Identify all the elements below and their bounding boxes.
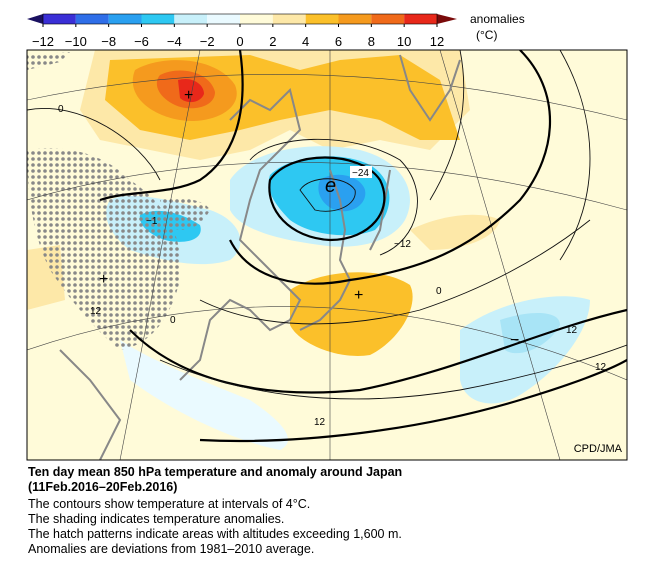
colorbar-tick-label: −8 <box>101 34 116 49</box>
colorbar-tick-label: 8 <box>368 34 375 49</box>
caption-title: Ten day mean 850 hPa temperature and ano… <box>28 465 402 479</box>
map-frame <box>26 49 628 461</box>
colorbar-segment <box>338 14 372 24</box>
colorbar-tick-label: 4 <box>302 34 309 49</box>
coastline <box>179 88 302 381</box>
contour-label: 0 <box>58 104 64 115</box>
contour <box>268 156 386 242</box>
caption-line: The contours show temperature at interva… <box>28 497 310 511</box>
contour <box>129 308 627 394</box>
shade <box>178 78 204 103</box>
marker: + <box>99 271 108 288</box>
colorbar-arrow <box>437 14 457 24</box>
colorbar-tick-label: 10 <box>397 34 411 49</box>
caption-line: The shading indicates temperature anomal… <box>28 512 284 526</box>
caption-line: The hatch patterns indicate areas with a… <box>28 527 402 541</box>
colorbar-segment <box>141 14 175 24</box>
contour-label: 12 <box>90 306 102 317</box>
colorbar-segment <box>75 14 109 24</box>
colorbar-segment <box>305 14 339 24</box>
contour <box>99 50 244 202</box>
colorbar: −12 −10 −8 −6 −4 −2 0 2 4 6 8 10 12 <box>27 13 457 49</box>
hatch <box>160 198 210 230</box>
credit: CPD/JMA <box>574 443 623 455</box>
colorbar-tick-label: −6 <box>134 34 149 49</box>
colorbar-tick-label: −2 <box>200 34 215 49</box>
hatch <box>27 52 70 70</box>
contour <box>199 359 627 443</box>
map: 0 −24 −12 0 12 −1 12 0 12 12 + + + − e C… <box>27 50 627 460</box>
contour-label: −1 <box>146 216 158 227</box>
colorbar-label: anomalies <box>470 12 525 26</box>
coastline <box>59 349 122 460</box>
contour <box>27 50 627 400</box>
contour <box>229 50 552 285</box>
caption-line: Anomalies are deviations from 1981–2010 … <box>28 542 314 556</box>
marker: − <box>510 332 519 349</box>
contour-label: 0 <box>436 286 442 297</box>
colorbar-segment <box>272 14 306 24</box>
colorbar-tick-label: −12 <box>32 34 54 49</box>
coastline <box>399 54 461 122</box>
colorbar-segment <box>108 14 142 24</box>
colorbar-arrow <box>27 14 43 24</box>
marker: + <box>184 87 193 104</box>
colorbar-segment <box>404 14 437 24</box>
contour-label: −24 <box>352 168 369 179</box>
colorbar-segment <box>43 14 76 24</box>
shade <box>120 340 289 450</box>
shade <box>410 214 500 250</box>
contour-label: 12 <box>595 362 607 373</box>
contour-label: 12 <box>314 417 326 428</box>
label-box <box>350 166 372 178</box>
caption-title: (11Feb.2016–20Feb.2016) <box>28 480 177 494</box>
colorbar-tick-label: −4 <box>167 34 182 49</box>
shade <box>290 272 413 356</box>
colorbar-tick-label: −10 <box>65 34 87 49</box>
colorbar-tick-label: 6 <box>335 34 342 49</box>
hatch <box>27 148 181 350</box>
contour-label: −12 <box>394 239 411 250</box>
coastline <box>299 169 352 331</box>
coastline <box>369 169 391 251</box>
colorbar-segment <box>207 14 240 24</box>
contour-label: 0 <box>170 315 176 326</box>
colorbar-tick-label: 12 <box>430 34 444 49</box>
graticule <box>27 50 627 460</box>
low-mark: e <box>325 175 336 197</box>
colorbar-unit: (°C) <box>476 28 497 42</box>
marker: + <box>354 287 363 304</box>
colorbar-segment <box>371 14 405 24</box>
contour-label: 12 <box>566 325 578 336</box>
colorbar-segment <box>174 14 208 24</box>
colorbar-segment <box>240 14 273 24</box>
colorbar-tick-label: 2 <box>269 34 276 49</box>
colorbar-tick-label: 0 <box>236 34 243 49</box>
